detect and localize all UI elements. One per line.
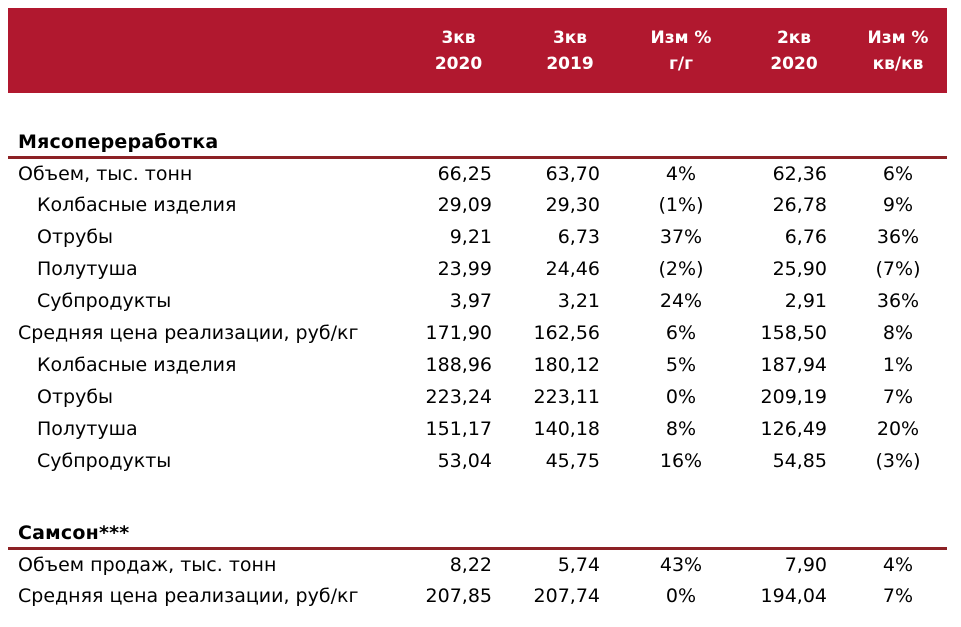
cell-value: 0% (665, 585, 697, 607)
row-label: Отрубы (37, 226, 114, 248)
table-row: Отрубы 9,21 6,73 37% 6,76 36% (8, 221, 947, 253)
cell-value: 223,24 (425, 386, 492, 408)
quarterly-results-table: 3кв 2020 3кв 2019 Изм % г/г 2кв 2020 Изм… (8, 8, 947, 612)
cell-value: 151,17 (425, 418, 492, 440)
cell-value: 207,85 (425, 585, 492, 607)
cell-value: (2%) (658, 258, 704, 280)
table-row: Полутуша 23,99 24,46 (2%) 25,90 (7%) (8, 253, 947, 285)
section-title-meat-processing: Мясопереработка (8, 124, 947, 159)
cell-value: 45,75 (545, 450, 600, 472)
cell-value: (1%) (658, 194, 704, 216)
cell-value: 24% (659, 290, 703, 312)
row-label: Объем, тыс. тонн (18, 162, 193, 185)
column-header-empty (8, 8, 400, 93)
cell-value: 37% (659, 226, 703, 248)
row-label: Колбасные изделия (37, 354, 237, 376)
cell-value: 7% (882, 386, 914, 408)
cell-value: 9% (882, 194, 914, 216)
row-label: Субпродукты (37, 450, 172, 472)
cell-value: 8% (665, 418, 697, 440)
cell-value: 26,78 (772, 194, 827, 216)
cell-value: 4% (882, 553, 914, 576)
cell-value: 162,56 (533, 322, 600, 344)
row-label: Средняя цена реализации, руб/кг (18, 322, 359, 344)
table-row: Субпродукты 3,97 3,21 24% 2,91 36% (8, 285, 947, 317)
row-label: Субпродукты (37, 290, 172, 312)
cell-value: 158,50 (760, 322, 827, 344)
cell-value: 29,30 (545, 194, 600, 216)
table-row: Колбасные изделия 188,96 180,12 5% 187,9… (8, 349, 947, 381)
section-row-samson: Самсон*** (8, 515, 947, 550)
row-label: Средняя цена реализации, руб/кг (18, 585, 359, 607)
cell-value: 66,25 (437, 162, 492, 185)
cell-value: 194,04 (760, 585, 827, 607)
spacer (8, 477, 947, 515)
table-header-band: 3кв 2020 3кв 2019 Изм % г/г 2кв 2020 Изм… (8, 8, 947, 93)
cell-value: 3,21 (557, 290, 600, 312)
cell-value: 6,73 (557, 226, 600, 248)
table-row: Отрубы 223,24 223,11 0% 209,19 7% (8, 381, 947, 413)
cell-value: 53,04 (437, 450, 492, 472)
cell-value: 9,21 (449, 226, 492, 248)
row-label: Полутуша (37, 418, 138, 440)
row-label: Отрубы (37, 386, 114, 408)
cell-value: 3,97 (449, 290, 492, 312)
cell-value: 5% (665, 354, 697, 376)
cell-value: 8,22 (449, 553, 492, 576)
cell-value: 24,46 (545, 258, 600, 280)
cell-value: (7%) (875, 258, 921, 280)
cell-value: 140,18 (533, 418, 600, 440)
cell-value: 43% (659, 553, 703, 576)
table-row: Средняя цена реализации, руб/кг 171,90 1… (8, 317, 947, 349)
column-header-change-yoy: Изм % г/г (623, 8, 739, 93)
column-header-3q-2020: 3кв 2020 (400, 8, 517, 93)
table-row: Полутуша 151,17 140,18 8% 126,49 20% (8, 413, 947, 445)
cell-value: 4% (665, 162, 697, 185)
cell-value: 126,49 (760, 418, 827, 440)
row-label: Колбасные изделия (37, 194, 237, 216)
cell-value: 5,74 (557, 553, 600, 576)
cell-value: 25,90 (772, 258, 827, 280)
cell-value: 6,76 (784, 226, 827, 248)
cell-value: 23,99 (437, 258, 492, 280)
cell-value: 188,96 (425, 354, 492, 376)
row-label: Полутуша (37, 258, 138, 280)
cell-value: 187,94 (760, 354, 827, 376)
cell-value: 6% (665, 322, 697, 344)
column-header-change-qoq: Изм % кв/кв (849, 8, 947, 93)
cell-value: 36% (876, 226, 920, 248)
cell-value: 209,19 (760, 386, 827, 408)
cell-value: 1% (882, 354, 914, 376)
table-row: Объем, тыс. тонн 66,25 63,70 4% 62,36 6% (8, 157, 947, 189)
cell-value: 16% (659, 450, 703, 472)
cell-value: 171,90 (425, 322, 492, 344)
table-row: Колбасные изделия 29,09 29,30 (1%) 26,78… (8, 189, 947, 221)
cell-value: 207,74 (533, 585, 600, 607)
cell-value: 0% (665, 386, 697, 408)
cell-value: 2,91 (784, 290, 827, 312)
cell-value: 29,09 (437, 194, 492, 216)
cell-value: 7,90 (784, 553, 827, 576)
cell-value: 223,11 (533, 386, 600, 408)
table-row: Объем продаж, тыс. тонн 8,22 5,74 43% 7,… (8, 548, 947, 580)
cell-value: 62,36 (772, 162, 827, 185)
table-row: Субпродукты 53,04 45,75 16% 54,85 (3%) (8, 445, 947, 477)
column-header-2q-2020: 2кв 2020 (739, 8, 849, 93)
spacer (8, 93, 947, 124)
cell-value: (3%) (875, 450, 921, 472)
cell-value: 7% (882, 585, 914, 607)
cell-value: 36% (876, 290, 920, 312)
cell-value: 8% (882, 322, 914, 344)
cell-value: 180,12 (533, 354, 600, 376)
cell-value: 54,85 (772, 450, 827, 472)
row-label: Объем продаж, тыс. тонн (18, 553, 277, 576)
cell-value: 63,70 (545, 162, 600, 185)
column-header-3q-2019: 3кв 2019 (517, 8, 623, 93)
cell-value: 20% (876, 418, 920, 440)
cell-value: 6% (882, 162, 914, 185)
table-row: Средняя цена реализации, руб/кг 207,85 2… (8, 580, 947, 612)
section-title-samson: Самсон*** (8, 515, 947, 550)
section-row-meat-processing: Мясопереработка (8, 124, 947, 159)
